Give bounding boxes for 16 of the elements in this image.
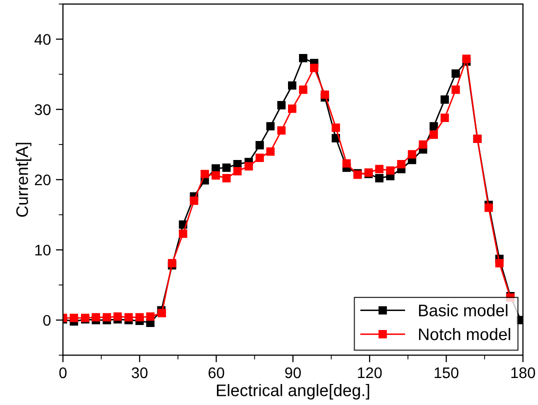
x-tick-label: 60: [208, 367, 224, 378]
x-tick-label: 150: [434, 367, 458, 378]
y-tick-label: 40: [34, 34, 51, 45]
x-tick-label: 90: [285, 367, 301, 378]
legend-label: Notch model: [419, 328, 510, 340]
x-tick-label: 120: [358, 367, 382, 378]
legend-label: Basic model: [419, 304, 508, 316]
y-tick-label: 0: [43, 314, 51, 326]
y-tick-label: 30: [34, 104, 51, 116]
y-tick-label: 20: [34, 174, 51, 186]
y-tick-label: 10: [35, 244, 51, 256]
x-tick-label: 0: [59, 367, 67, 378]
x-tick-label: 180: [511, 367, 536, 378]
y-axis-title: Current[A]: [16, 142, 32, 217]
x-tick-label: 30: [132, 367, 148, 378]
x-axis-title: Electrical angle[deg.]: [216, 384, 370, 400]
